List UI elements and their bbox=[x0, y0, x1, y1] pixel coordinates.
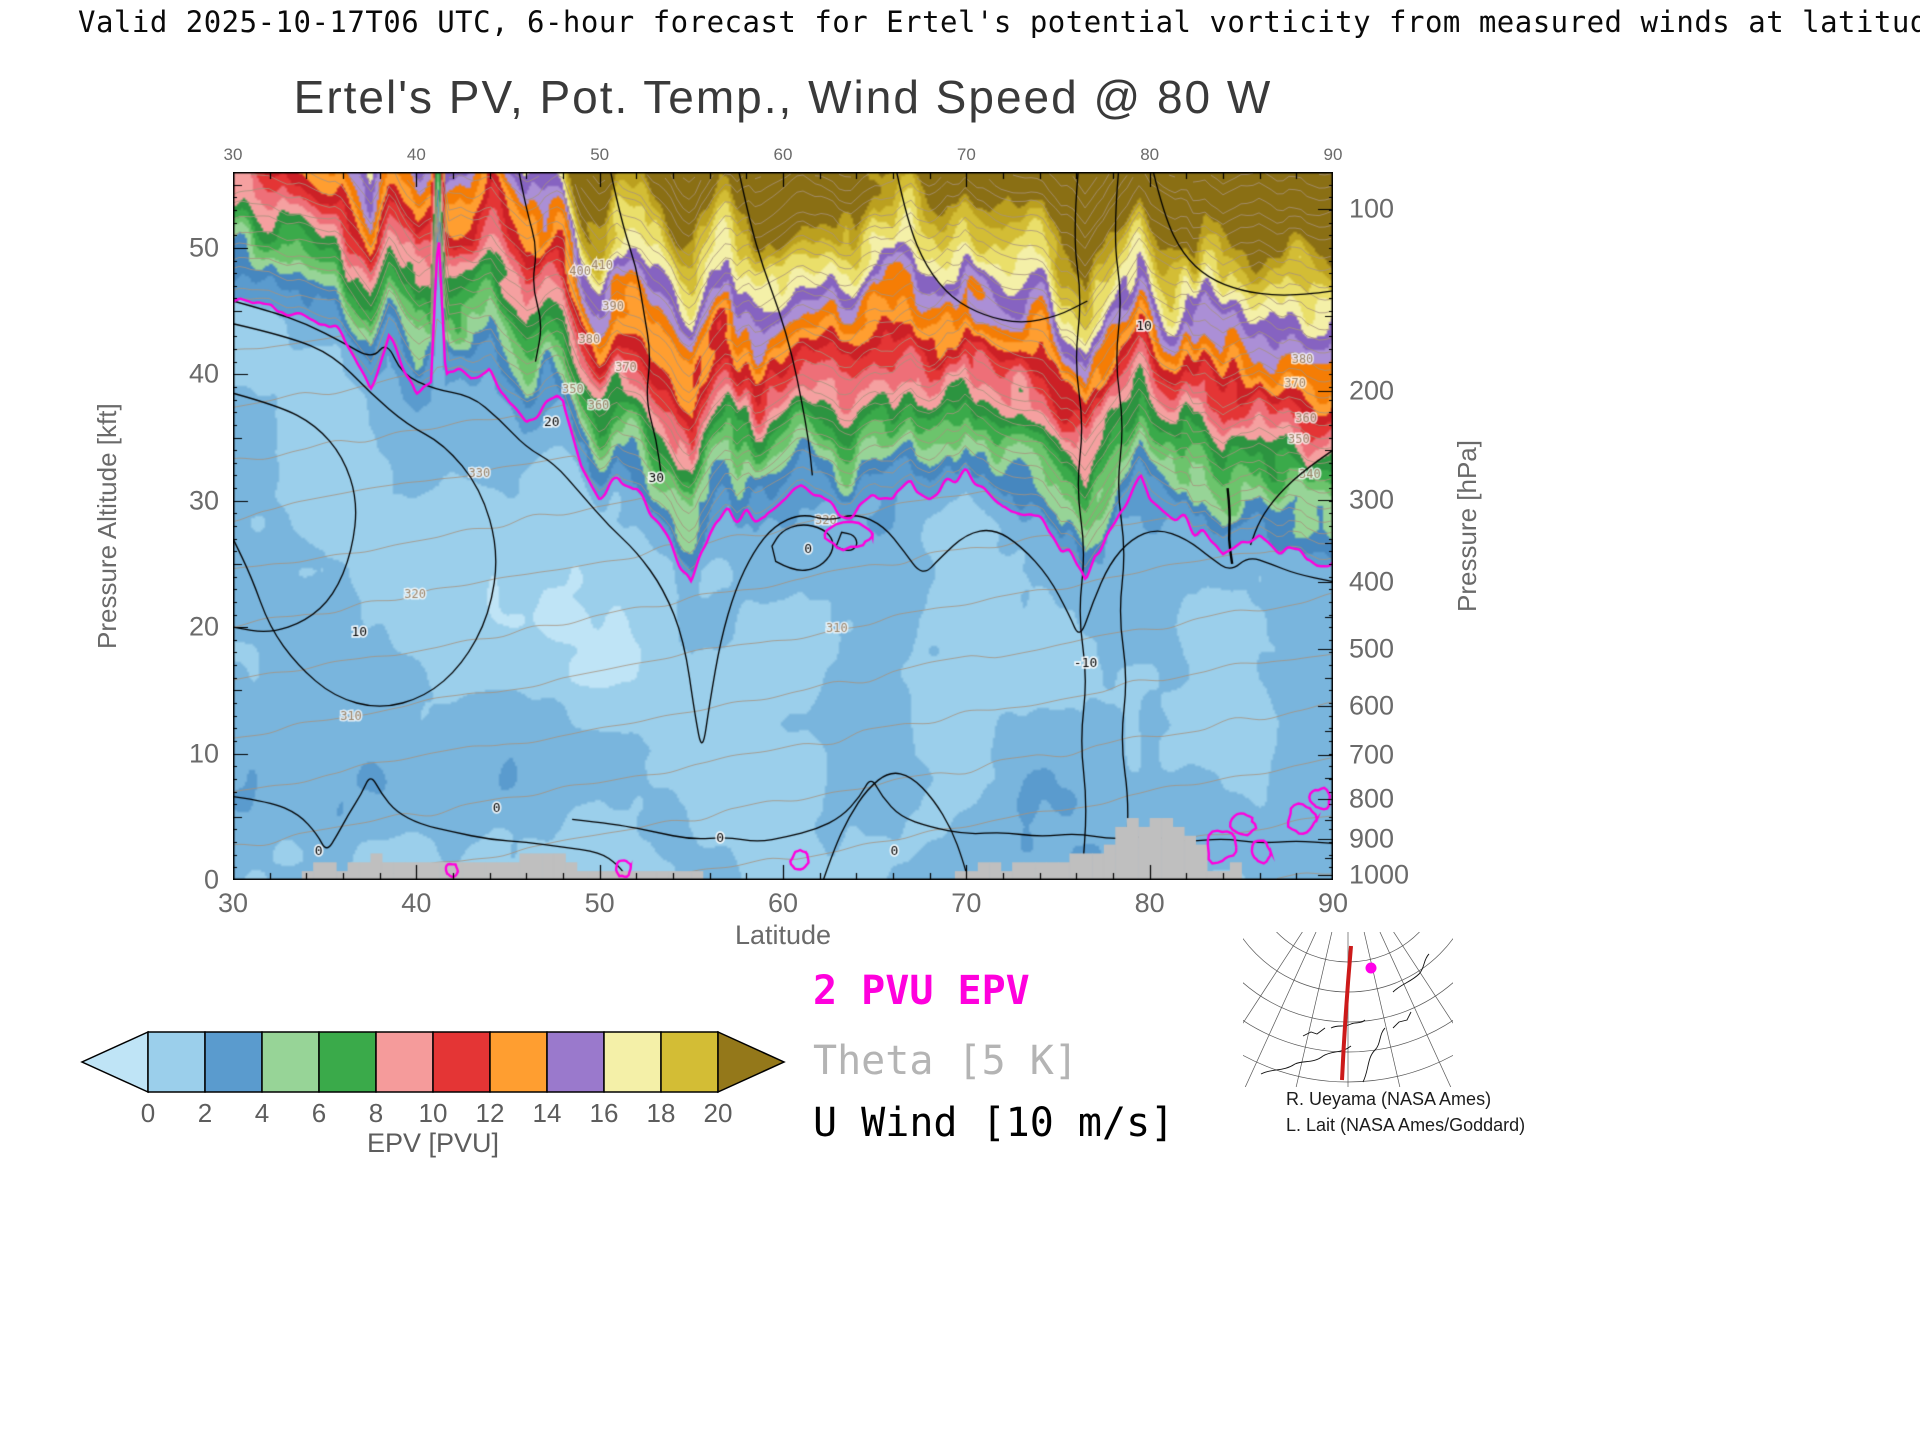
x-axis-tick-label: 70 bbox=[951, 888, 982, 918]
y-left-axis-title: Pressure Altitude [kft] bbox=[92, 403, 122, 649]
y-right-axis-title: Pressure [hPa] bbox=[1452, 440, 1482, 612]
x-axis-tick-label: 40 bbox=[401, 888, 432, 918]
colorbar-tick-label: 12 bbox=[476, 1098, 505, 1128]
colorbar-tick-label: 4 bbox=[255, 1098, 269, 1128]
x-axis-tick-label: 30 bbox=[217, 888, 249, 918]
y-left-tick-label: 0 bbox=[203, 864, 219, 895]
y-right-tick-label: 800 bbox=[1349, 783, 1395, 814]
colorbar-tick-label: 10 bbox=[419, 1098, 448, 1128]
y-right-tick-label: 1000 bbox=[1349, 859, 1410, 890]
colorbar-cell bbox=[546, 1031, 605, 1093]
credit-line-2: L. Lait (NASA Ames/Goddard) bbox=[1286, 1115, 1526, 1135]
x-axis-title: Latitude bbox=[734, 920, 832, 950]
x-axis-top-tick-label: 90 bbox=[1323, 145, 1343, 164]
x-axis-tick-label: 80 bbox=[1134, 888, 1165, 918]
y-right-tick-label: 500 bbox=[1349, 633, 1395, 664]
x-axis-top-tick-label: 30 bbox=[223, 145, 243, 164]
y-left-tick-label: 40 bbox=[188, 358, 219, 389]
cross-section-meridian-line bbox=[1340, 945, 1353, 1081]
y-right-tick-label: 900 bbox=[1349, 823, 1395, 854]
colorbar-cell bbox=[147, 1031, 206, 1093]
y-right-tick-label: 100 bbox=[1349, 193, 1395, 224]
colorbar-tick-label: 16 bbox=[590, 1098, 619, 1128]
colorbar-over-arrow bbox=[717, 1030, 786, 1094]
credits: R. Ueyama (NASA Ames) L. Lait (NASA Ames… bbox=[1286, 1086, 1525, 1138]
y-right-tick-label: 400 bbox=[1349, 566, 1395, 597]
y-right-tick-label: 300 bbox=[1349, 484, 1395, 515]
colorbar-tick-label: 2 bbox=[198, 1098, 212, 1128]
map-coastlines bbox=[1260, 953, 1430, 1083]
x-axis-tick-label: 90 bbox=[1317, 888, 1349, 918]
cross-section-point-marker bbox=[1365, 962, 1377, 974]
x-axis-top-tick-label: 40 bbox=[406, 145, 426, 164]
credit-line-1: R. Ueyama (NASA Ames) bbox=[1286, 1089, 1492, 1109]
legend-theta: Theta [5 K] bbox=[813, 1038, 1078, 1084]
y-right-tick-label: 600 bbox=[1349, 690, 1395, 721]
colorbar-cell bbox=[432, 1031, 491, 1093]
x-axis-top-tick-label: 60 bbox=[773, 145, 793, 164]
x-axis-tick-label: 60 bbox=[767, 888, 799, 918]
y-left-tick-label: 50 bbox=[188, 232, 219, 263]
x-axis-tick-label: 50 bbox=[584, 888, 615, 918]
legend-2pvu-epv: 2 PVU EPV bbox=[813, 968, 1030, 1014]
y-left-tick-label: 20 bbox=[188, 611, 219, 642]
validity-header: Valid 2025-10-17T06 UTC, 6-hour forecast… bbox=[78, 5, 1920, 39]
legend-uwind: U Wind [10 m/s] bbox=[813, 1100, 1175, 1146]
y-left-tick-label: 10 bbox=[188, 738, 219, 769]
colorbar-tick-label: 0 bbox=[141, 1098, 155, 1128]
x-axis-top-tick-label: 50 bbox=[590, 145, 610, 164]
x-axis-top-tick-label: 80 bbox=[1140, 145, 1160, 164]
colorbar-label: EPV [PVU] bbox=[366, 1128, 500, 1158]
pv-cross-section-canvas bbox=[233, 172, 1333, 880]
map-inset bbox=[1243, 932, 1453, 1087]
colorbar-cell bbox=[204, 1031, 263, 1093]
colorbar-cell bbox=[660, 1031, 719, 1093]
colorbar-tick-label: 20 bbox=[704, 1098, 733, 1128]
x-axis-top-tick-label: 70 bbox=[956, 145, 976, 164]
plot-title: Ertel's PV, Pot. Temp., Wind Speed @ 80 … bbox=[293, 71, 1273, 123]
colorbar-cell bbox=[318, 1031, 377, 1093]
colorbar-under-arrow bbox=[80, 1030, 149, 1094]
y-left-tick-label: 30 bbox=[188, 485, 219, 516]
colorbar-cell bbox=[489, 1031, 548, 1093]
plot-area bbox=[233, 172, 1333, 880]
colorbar-cell bbox=[261, 1031, 320, 1093]
epv-colorbar: 0 2 4 6 8 10 12 14 16 18 20 bbox=[80, 1030, 786, 1128]
colorbar-cell bbox=[375, 1031, 434, 1093]
y-right-tick-label: 200 bbox=[1349, 375, 1395, 406]
colorbar-tick-label: 6 bbox=[312, 1098, 326, 1128]
colorbar-tick-label: 18 bbox=[647, 1098, 676, 1128]
y-right-tick-label: 700 bbox=[1349, 739, 1395, 770]
colorbar-tick-label: 14 bbox=[533, 1098, 562, 1128]
colorbar-cell bbox=[603, 1031, 662, 1093]
colorbar-tick-label: 8 bbox=[369, 1098, 383, 1128]
